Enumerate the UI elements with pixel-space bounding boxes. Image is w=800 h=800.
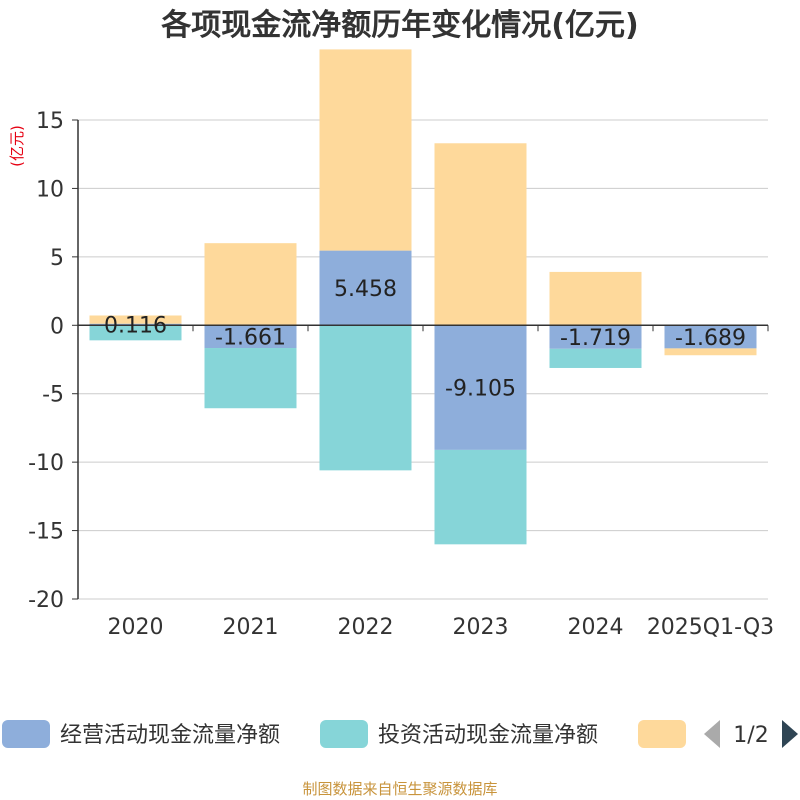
data-label: 0.116 xyxy=(104,313,167,338)
bar-3-2022 xyxy=(319,49,412,251)
data-label: -1.689 xyxy=(675,326,746,351)
bar-3-2021 xyxy=(204,243,297,326)
x-tick-label: 2021 xyxy=(223,615,279,640)
data-label: -9.105 xyxy=(445,377,516,402)
bar-2-2022 xyxy=(319,325,412,471)
bar-2-2020 xyxy=(89,325,182,341)
bar-layer xyxy=(89,49,757,545)
bar-1-2025Q1-Q3 xyxy=(664,325,757,349)
bar-2-2021 xyxy=(204,348,297,409)
y-tick-label: -20 xyxy=(28,588,64,613)
x-tick-label: 2020 xyxy=(108,615,164,640)
y-tick-label: -5 xyxy=(42,383,64,408)
data-label: -1.719 xyxy=(560,326,631,351)
bar-1-2021 xyxy=(204,325,297,349)
bar-1-2023 xyxy=(434,325,527,450)
y-tick-label: -10 xyxy=(28,451,64,476)
y-tick-label: 10 xyxy=(36,177,64,202)
bar-2-2023 xyxy=(434,449,527,545)
legend-label-2: 投资活动现金流量净额 xyxy=(378,723,598,748)
unit-label: (亿元) xyxy=(8,125,26,167)
bar-3-2023 xyxy=(434,143,527,326)
legend-swatch-1 xyxy=(2,720,50,748)
x-tick-label: 2024 xyxy=(568,615,624,640)
bar-2-2024 xyxy=(549,348,642,368)
y-tick-label: 15 xyxy=(36,109,64,134)
legend-page-indicator: 1/2 xyxy=(733,723,768,748)
x-tick-label: 2022 xyxy=(338,615,394,640)
x-tick-label: 2023 xyxy=(453,615,509,640)
bar-1-2024 xyxy=(549,325,642,349)
label-layer: 0.116 -1.661 5.458 -9.105 -1.719 -1.689 xyxy=(104,277,746,402)
grid-layer xyxy=(78,119,768,600)
legend-swatch-3 xyxy=(638,720,686,748)
source-note: 制图数据来自恒生聚源数据库 xyxy=(302,780,498,798)
chart-title: 各项现金流净额历年变化情况(亿元) xyxy=(161,8,639,43)
axis-layer: 15 10 5 0 -5 -10 -15 -20 (亿元) 2020 2021 2022 2023 202… xyxy=(8,109,774,640)
y-tick-label: 5 xyxy=(50,246,64,271)
legend-prev-icon[interactable] xyxy=(704,720,720,748)
legend-swatch-2 xyxy=(320,720,368,748)
data-label: -1.661 xyxy=(215,326,286,351)
x-tick-label: 2025Q1-Q3 xyxy=(647,615,774,640)
data-label: 5.458 xyxy=(334,277,397,302)
y-tick-label: -15 xyxy=(28,520,64,545)
legend: 经营活动现金流量净额 投资活动现金流量净额 1/2 xyxy=(2,720,798,748)
bar-3-2020 xyxy=(89,315,182,324)
y-tick-label: 0 xyxy=(50,314,64,339)
bar-3-2024 xyxy=(549,271,642,326)
legend-next-icon[interactable] xyxy=(782,720,798,748)
bar-3-2025Q1-Q3 xyxy=(664,348,757,356)
bar-1-2022 xyxy=(319,250,412,326)
bar-1-2020 xyxy=(89,323,182,326)
legend-label-1: 经营活动现金流量净额 xyxy=(60,723,280,748)
